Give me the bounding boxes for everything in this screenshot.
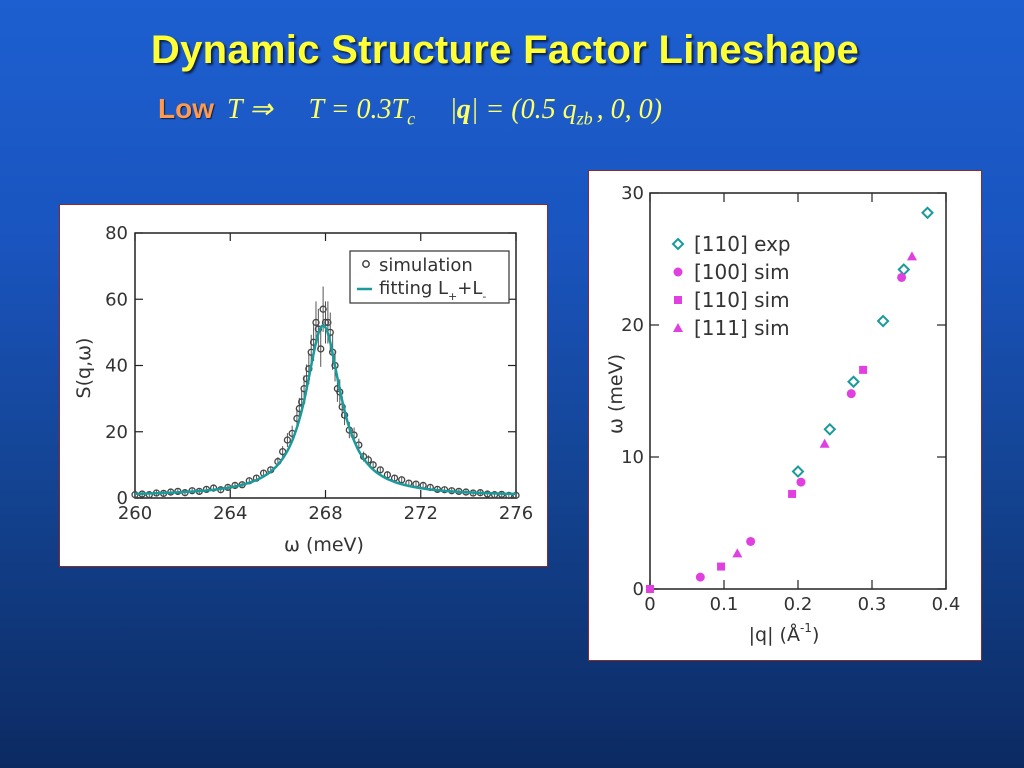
- x-tick-label: 272: [404, 503, 438, 524]
- simulation-point: [324, 318, 332, 327]
- y-tick-label: 80: [105, 223, 128, 244]
- low-label: Low: [158, 93, 214, 124]
- sim-111-point: [819, 438, 830, 448]
- legend-simulation: simulation: [379, 255, 473, 276]
- legend-marker: [673, 323, 683, 332]
- y-tick-label: 40: [105, 356, 128, 377]
- temperature-prefix: T = 0.3T: [308, 94, 408, 125]
- slide-title: Dynamic Structure Factor Lineshape: [150, 28, 860, 72]
- y-tick-label: 20: [621, 315, 644, 336]
- temperature-sub: c: [407, 108, 416, 129]
- legend-simulation-marker: [362, 260, 370, 268]
- x-tick-label: 0.3: [858, 594, 887, 615]
- simulation-point: [319, 305, 327, 313]
- y-tick-label: 60: [105, 289, 128, 310]
- legend-marker: [674, 296, 682, 304]
- chart-legend: simulation fitting L++L-: [349, 250, 510, 304]
- legend-fit: fitting L++L-: [379, 278, 486, 303]
- exp-110-point: [847, 375, 860, 389]
- legend-label: [110] exp: [694, 232, 791, 256]
- lineshape-chart-panel: 260 264 268 272 276 0 20 40 60 80 simulation fitt…: [59, 204, 548, 567]
- legend-marker: [671, 237, 685, 251]
- exp-110-point: [823, 422, 837, 436]
- x-axis-label: ω (meV): [284, 534, 364, 556]
- x-tick-label: 260: [118, 503, 152, 524]
- simulation-point: [283, 436, 292, 444]
- exp-110-point: [921, 206, 934, 220]
- y-tick-label: 30: [621, 183, 644, 204]
- sim-100-point: [846, 389, 856, 399]
- simulation-point: [209, 484, 218, 492]
- x-tick-label: 268: [308, 503, 342, 524]
- sim-100-point: [695, 572, 705, 582]
- sim-111-point: [906, 251, 917, 261]
- legend-label: [110] sim: [694, 288, 790, 312]
- x-axis-label: |q| (Å-1): [749, 621, 820, 646]
- simulation-point: [317, 345, 325, 353]
- exp-110-point: [876, 314, 890, 328]
- q-symbol: q: [456, 94, 471, 125]
- x-tick-label: 0.4: [932, 594, 961, 615]
- y-tick-label: 0: [117, 488, 128, 509]
- simulation-point: [505, 491, 513, 500]
- exp-110-point: [897, 263, 911, 276]
- legend-label: [111] sim: [694, 316, 790, 340]
- simulation-point: [398, 476, 406, 484]
- exp-110-point: [791, 465, 805, 478]
- q-vector-tail: , 0, 0): [596, 94, 662, 125]
- q-vector-sub: zb: [576, 108, 593, 129]
- x-tick-label: 0.2: [784, 594, 813, 615]
- simulation-point: [312, 318, 320, 327]
- sim-110-point: [646, 585, 654, 593]
- sim-100-point: [746, 536, 756, 546]
- legend-marker: [673, 267, 683, 277]
- sim-100-point: [796, 477, 806, 487]
- sim-100-point: [897, 272, 907, 282]
- y-tick-label: 0: [633, 579, 644, 600]
- dispersion-chart-panel: 0 0.1 0.2 0.3 0.4 0 10 20 30 [110] exp [100] sim[…: [588, 170, 982, 661]
- t-arrow: T ⇒: [227, 94, 273, 125]
- y-axis-label: ω (meV): [605, 354, 627, 434]
- simulation-point: [512, 491, 520, 500]
- y-tick-label: 20: [105, 422, 128, 443]
- q-vector-value: | = (0.5 q: [470, 94, 577, 125]
- sim-111-point: [732, 548, 743, 558]
- x-tick-label: 264: [213, 503, 247, 524]
- chart-legend: [110] exp [100] sim [110] sim [111] sim: [671, 232, 791, 340]
- lineshape-chart: 260 264 268 272 276 0 20 40 60 80 simulation fitt…: [73, 223, 533, 556]
- fit-curve: [135, 324, 516, 496]
- sim-110-point: [859, 365, 868, 374]
- x-tick-label: 276: [499, 503, 533, 524]
- sim-110-point: [717, 562, 726, 571]
- q-bar-left: |: [451, 94, 457, 125]
- x-tick-label: 0.1: [710, 594, 739, 615]
- y-axis-label: S(q,ω): [73, 338, 95, 399]
- sim-110-point: [788, 489, 797, 498]
- legend-label: [100] sim: [694, 260, 790, 284]
- x-tick-label: 0: [644, 594, 655, 615]
- y-tick-label: 10: [621, 447, 644, 468]
- temperature-expression: T = 0.3Tc: [309, 94, 416, 130]
- q-vector-expression: |q| = (0.5 qzb, 0, 0): [451, 94, 662, 130]
- slide-subtitle: Low T ⇒ T = 0.3Tc |q| = (0.5 qzb, 0, 0): [158, 92, 662, 130]
- simulation-point: [376, 466, 384, 474]
